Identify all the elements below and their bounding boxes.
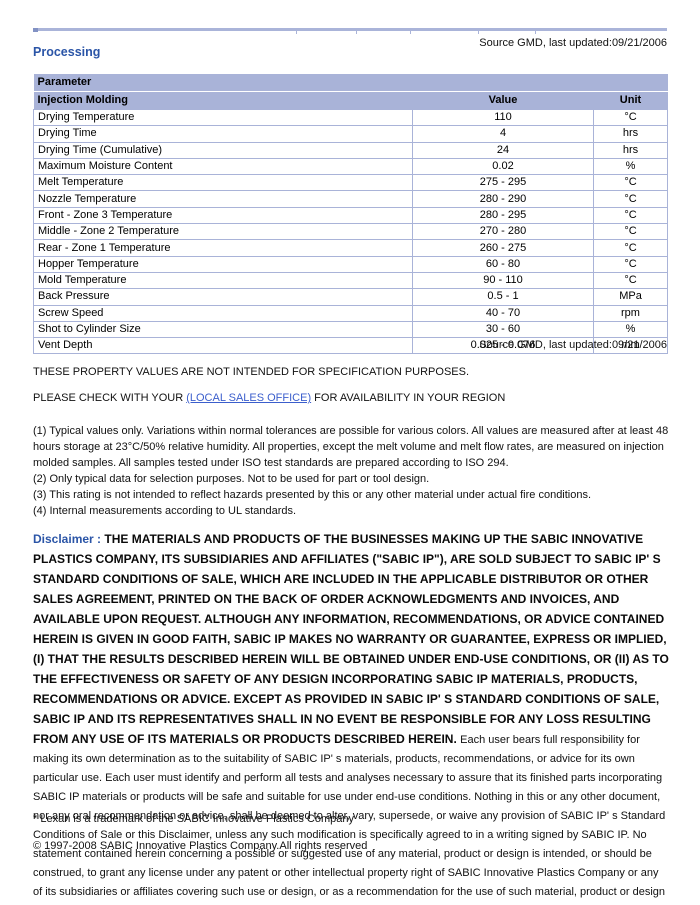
- value-cell: 24: [412, 141, 594, 159]
- availability-statement: PLEASE CHECK WITH YOUR (LOCAL SALES OFFI…: [33, 391, 673, 405]
- value-cell: 60 - 80: [412, 255, 594, 273]
- rule-tick: [410, 31, 411, 34]
- table-row: Vent Depth 0.025 - 0.076 mm: [33, 337, 668, 355]
- injection-molding-table: Parameter Injection Molding Value Unit D…: [33, 74, 668, 355]
- column-header-parameter-group: Parameter: [33, 74, 668, 92]
- table-row: Middle - Zone 2 Temperature 270 - 280 °C: [33, 223, 668, 241]
- availability-suffix: FOR AVAILABILITY IN YOUR REGION: [311, 392, 506, 404]
- rule-tick: [296, 31, 297, 34]
- table-header-row: Injection Molding Value Unit: [33, 91, 668, 110]
- table-row: Mold Temperature 90 - 110 °C: [33, 271, 668, 290]
- footnote-2: (2) Only typical data for selection purp…: [33, 473, 430, 485]
- local-sales-office-link[interactable]: (LOCAL SALES OFFICE): [186, 392, 312, 404]
- unit-cell: °C: [593, 239, 668, 257]
- unit-cell: °C: [593, 255, 668, 273]
- disclaimer-label: Disclaimer :: [33, 532, 105, 546]
- parameter-cell: Shot to Cylinder Size: [33, 320, 413, 339]
- table-row: Hopper Temperature 60 - 80 °C: [33, 255, 668, 273]
- table-header-group-row: Parameter: [33, 74, 668, 92]
- source-updated-bottom: Source GMD, last updated:09/21/2006: [479, 339, 667, 351]
- rule-left-cap: [33, 28, 38, 32]
- section-title-processing: Processing: [33, 45, 101, 59]
- footnote-4: (4) Internal measurements according to U…: [33, 505, 297, 517]
- table-row: Shot to Cylinder Size 30 - 60 %: [33, 320, 668, 339]
- value-cell: 260 - 275: [412, 239, 594, 257]
- disclaimer-regular-text: Each user bears full responsibility for …: [33, 734, 666, 898]
- availability-prefix: PLEASE CHECK WITH YOUR: [33, 392, 187, 404]
- disclaimer-paragraph: Disclaimer : THE MATERIALS AND PRODUCTS …: [33, 530, 670, 905]
- parameter-cell: Drying Temperature: [33, 108, 413, 127]
- table-row: Screw Speed 40 - 70 rpm: [33, 304, 668, 322]
- trademark-note: * Lexan is a trademark of the SABIC Inno…: [33, 813, 354, 825]
- table-row: Front - Zone 3 Temperature 280 - 295 °C: [33, 206, 668, 225]
- parameter-cell: Hopper Temperature: [33, 255, 413, 273]
- unit-cell: °C: [593, 223, 668, 241]
- copyright-note: © 1997-2008 SABIC Innovative Plastics Co…: [33, 840, 368, 852]
- parameter-cell: Melt Temperature: [33, 174, 413, 192]
- page-break-rule: [33, 28, 667, 34]
- disclaimer-bold-text: THE MATERIALS AND PRODUCTS OF THE BUSINE…: [33, 532, 669, 746]
- footnote-3: (3) This rating is not intended to refle…: [33, 489, 592, 501]
- value-cell: 4: [412, 125, 594, 143]
- value-cell: 280 - 290: [412, 190, 594, 208]
- unit-cell: °C: [593, 174, 668, 192]
- column-header-injection-molding: Injection Molding: [33, 91, 413, 110]
- unit-cell: hrs: [593, 125, 668, 143]
- parameter-cell: Front - Zone 3 Temperature: [33, 206, 413, 225]
- table-row: Rear - Zone 1 Temperature 260 - 275 °C: [33, 239, 668, 257]
- table-row: Drying Temperature 110 °C: [33, 108, 668, 127]
- value-cell: 40 - 70: [412, 304, 594, 322]
- parameter-cell: Rear - Zone 1 Temperature: [33, 239, 413, 257]
- unit-cell: %: [593, 157, 668, 176]
- unit-cell: %: [593, 320, 668, 339]
- value-cell: 0.02: [412, 157, 594, 176]
- value-cell: 90 - 110: [412, 271, 594, 290]
- table-row: Back Pressure 0.5 - 1 MPa: [33, 288, 668, 306]
- column-header-value: Value: [412, 91, 594, 110]
- unit-cell: °C: [593, 190, 668, 208]
- column-header-unit: Unit: [593, 91, 668, 110]
- unit-cell: mm: [593, 337, 668, 355]
- value-cell: 0.5 - 1: [412, 288, 594, 306]
- unit-cell: hrs: [593, 141, 668, 159]
- parameter-cell: Drying Time: [33, 125, 413, 143]
- unit-cell: °C: [593, 108, 668, 127]
- value-cell: 0.025 - 0.076: [412, 337, 594, 355]
- value-cell: 30 - 60: [412, 320, 594, 339]
- parameter-cell: Mold Temperature: [33, 271, 413, 290]
- spec-purpose-statement: THESE PROPERTY VALUES ARE NOT INTENDED F…: [33, 366, 470, 378]
- value-cell: 275 - 295: [412, 174, 594, 192]
- unit-cell: MPa: [593, 288, 668, 306]
- rule-tick: [478, 31, 479, 34]
- table-row: Drying Time 4 hrs: [33, 125, 668, 143]
- table-row: Melt Temperature 275 - 295 °C: [33, 174, 668, 192]
- unit-cell: °C: [593, 206, 668, 225]
- footnote-1: (1) Typical values only. Variations with…: [33, 425, 669, 469]
- parameter-cell: Maximum Moisture Content: [33, 157, 413, 176]
- parameter-cell: Screw Speed: [33, 304, 413, 322]
- value-cell: 270 - 280: [412, 223, 594, 241]
- rule-tick: [356, 31, 357, 34]
- footnotes-block: (1) Typical values only. Variations with…: [33, 423, 669, 519]
- value-cell: 110: [412, 108, 594, 127]
- value-cell: 280 - 295: [412, 206, 594, 225]
- table-row: Nozzle Temperature 280 - 290 °C: [33, 190, 668, 208]
- table-row: Drying Time (Cumulative) 24 hrs: [33, 141, 668, 159]
- parameter-cell: Vent Depth: [33, 337, 413, 355]
- unit-cell: °C: [593, 271, 668, 290]
- source-updated-top: Source GMD, last updated:09/21/2006: [479, 37, 667, 49]
- parameter-cell: Nozzle Temperature: [33, 190, 413, 208]
- rule-tick: [535, 31, 536, 34]
- parameter-cell: Back Pressure: [33, 288, 413, 306]
- unit-cell: rpm: [593, 304, 668, 322]
- table-row: Maximum Moisture Content 0.02 %: [33, 157, 668, 176]
- parameter-cell: Drying Time (Cumulative): [33, 141, 413, 159]
- parameter-cell: Middle - Zone 2 Temperature: [33, 223, 413, 241]
